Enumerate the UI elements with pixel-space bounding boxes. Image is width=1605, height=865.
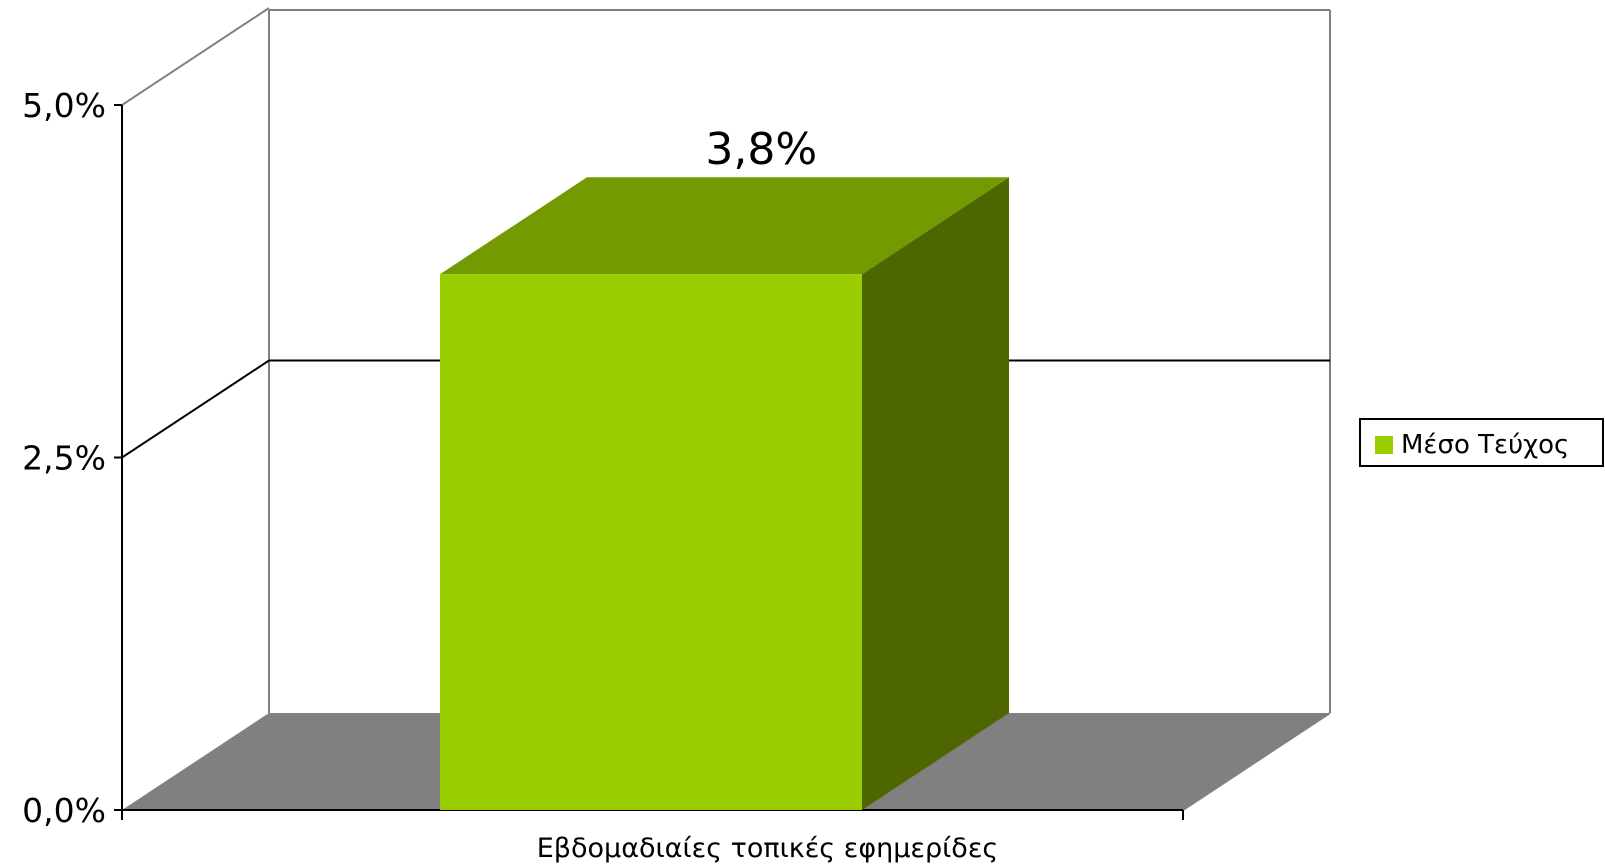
- bar-side-face: [862, 177, 1009, 810]
- floor-right-edge: [1182, 712, 1331, 811]
- bar-top-face: [440, 177, 1009, 275]
- legend-swatch: [1375, 436, 1393, 454]
- gridline-side: [121, 359, 270, 459]
- y-axis-ticks: 0,0% 2,5% 5,0%: [22, 86, 122, 830]
- legend-box: [1359, 418, 1604, 467]
- bar-group: [440, 177, 1009, 810]
- y-tick-label: 0,0%: [22, 791, 106, 830]
- bar-value-label: 3,8%: [705, 124, 817, 175]
- gridline-side: [121, 7, 270, 106]
- x-axis-category-label: Εβδομαδιαίες τοπικές εφημερίδες: [537, 833, 999, 864]
- bar-front-face: [440, 274, 862, 810]
- y-tick-label: 5,0%: [22, 86, 106, 125]
- y-tick-label: 2,5%: [22, 439, 106, 478]
- legend-entry-label: Μέσο Τεύχος: [1401, 430, 1569, 460]
- legend: Μέσο Τεύχος: [1359, 418, 1604, 467]
